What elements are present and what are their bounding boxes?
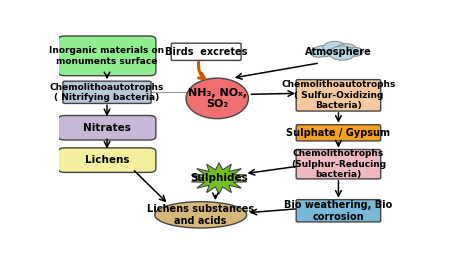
- FancyBboxPatch shape: [63, 81, 151, 103]
- Text: Lichens substances
and acids: Lichens substances and acids: [147, 204, 254, 226]
- FancyBboxPatch shape: [296, 150, 381, 179]
- Text: Birds  excretes: Birds excretes: [165, 47, 247, 57]
- Ellipse shape: [186, 78, 248, 119]
- FancyBboxPatch shape: [296, 125, 381, 141]
- Text: Nitrates: Nitrates: [83, 123, 131, 133]
- FancyBboxPatch shape: [58, 36, 156, 76]
- Text: Chemolithotrophs
(Sulphur-Reducing
bacteria): Chemolithotrophs (Sulphur-Reducing bacte…: [291, 149, 386, 179]
- FancyBboxPatch shape: [171, 43, 241, 60]
- Text: Bio weathering, Bio
corrosion: Bio weathering, Bio corrosion: [284, 200, 392, 222]
- FancyBboxPatch shape: [58, 148, 156, 173]
- Text: Sulphate / Gypsum: Sulphate / Gypsum: [286, 128, 391, 138]
- Polygon shape: [191, 163, 247, 194]
- FancyBboxPatch shape: [296, 80, 381, 111]
- Text: Atmosphere: Atmosphere: [305, 47, 372, 57]
- Text: Sulphides: Sulphides: [190, 173, 248, 183]
- Text: Chemolithoautotrophs
( Nitrifying bacteria): Chemolithoautotrophs ( Nitrifying bacter…: [50, 83, 164, 102]
- Text: NH₃, NOₓ,
SO₂: NH₃, NOₓ, SO₂: [188, 88, 246, 109]
- FancyBboxPatch shape: [58, 115, 156, 140]
- FancyBboxPatch shape: [296, 200, 381, 222]
- Text: Inorganic materials on
monuments surface: Inorganic materials on monuments surface: [49, 46, 164, 65]
- Text: Chemolithoautotrophs
( Sulfur-Oxidizing
Bacteria): Chemolithoautotrophs ( Sulfur-Oxidizing …: [281, 80, 396, 110]
- Ellipse shape: [155, 202, 246, 228]
- Text: Lichens: Lichens: [85, 155, 129, 165]
